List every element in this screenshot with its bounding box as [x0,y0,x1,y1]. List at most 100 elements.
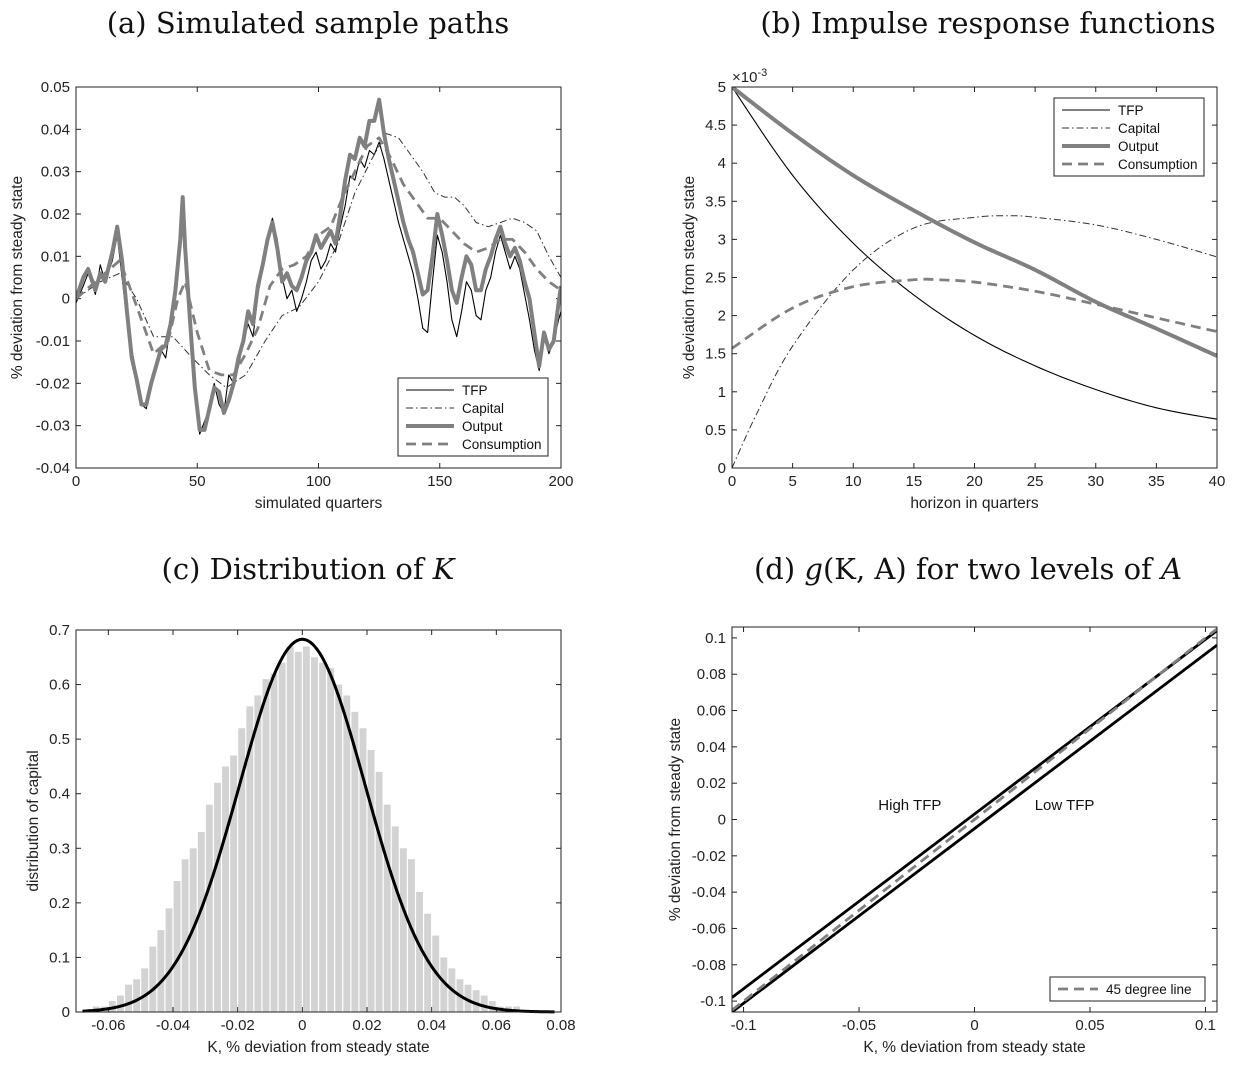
panel-a-title: (a) Simulated sample paths [107,6,510,40]
panel-c-histogram-bar [278,662,286,1012]
panel-c-histogram-bar [416,891,423,1012]
panel-a-axes-frame [75,86,562,469]
panel-c-histogram-bar [117,995,124,1012]
panel-d-title-part: g [804,552,823,586]
panel-c-histogram-bar [238,728,246,1012]
panel-c-histogram-bar [173,881,181,1012]
panel-b-ytick-label: 5 [718,79,726,96]
panel-b-ytick-label: 3 [718,231,726,248]
panel-a-ytick-label: 0.02 [41,206,70,223]
panel-c-plot-area [76,630,561,1012]
panel-b-scale-factor: ×10-3 [732,67,767,86]
panel-d-policy-function: (d) g(K, A) for two levels of A -0.1 -0.05… [667,552,1218,1056]
panel-c-histogram-bar [294,651,302,1012]
panel-c-ytick-label: 0.2 [49,895,70,912]
panel-a-xtick-label: 200 [548,473,573,490]
panel-b-legend-label: Consumption [1118,157,1198,172]
panel-a-series-tfp [76,141,561,435]
panel-a-ytick-label: -0.02 [36,375,70,392]
panel-a-ytick-label: -0.01 [36,333,70,350]
panel-a-xlabel: simulated quarters [255,495,383,512]
panel-c-histogram-bar [157,930,165,1012]
panel-a-series-capital [76,133,561,389]
panel-c-ytick-label: 0.6 [49,677,70,694]
panel-c-histogram-bar [222,766,229,1012]
panel-d-ytick-label: -0.06 [692,920,726,937]
panel-c-histogram-bar [359,728,367,1012]
panel-c-histogram-bar [367,750,375,1012]
panel-c-histogram-bar [343,695,351,1012]
panel-c-density-curve [82,637,555,1014]
panel-a-ylabel: % deviation from steady state [9,176,26,379]
panel-d-xlabel: K, % deviation from steady state [863,1039,1085,1056]
panel-c-histogram-bar [408,859,415,1012]
panel-d-xtick-label: -0.05 [842,1017,876,1034]
panel-c-xtick-label: 0.08 [546,1017,575,1034]
panel-c-histogram-bar [464,984,472,1012]
panel-c-histogram-bar [254,695,262,1012]
panel-c-ytick-label: 0.5 [49,731,70,748]
panel-c-xtick-label: -0.04 [156,1017,190,1034]
panel-c-histogram-bar [286,646,294,1012]
panel-a-legend-label: Output [462,419,503,434]
panel-d-ytick-label: 0 [718,812,726,829]
panel-a-ytick-label: 0.01 [41,248,70,265]
panel-b-ytick-label: 3.5 [705,193,726,210]
panel-d-title-part: for two levels of [907,552,1161,586]
panel-c-title-var: K [432,552,457,586]
panel-b-xtick-label: 0 [728,473,736,490]
panel-b-series-consumption [732,277,1217,350]
panel-d-ytick-label: -0.04 [692,884,726,901]
panel-a-legend-label: TFP [462,383,488,398]
panel-d-ytick-label: -0.02 [692,848,726,865]
panel-c-histogram-bar [440,957,448,1012]
panel-c-xtick-label: 0.02 [352,1017,381,1034]
panel-d-ytick-label: 0.06 [697,703,726,720]
panel-b-xtick-label: 40 [1209,473,1226,490]
panel-d-title-part: (K, A) [823,552,907,586]
panel-b-ytick-label: 4.5 [705,117,726,134]
panel-c-histogram-bar [181,859,189,1012]
panel-b-title: (b) Impulse response functions [760,6,1215,40]
panel-c-histogram-bar [302,646,310,1012]
panel-c-xlabel: K, % deviation from steady state [207,1039,429,1056]
panel-c-histogram-bar [472,990,480,1012]
panel-b-ytick-label: 4 [718,155,726,172]
panel-b-xtick-label: 5 [788,473,796,490]
panel-d-ytick-label: 0.1 [705,630,726,647]
panel-b-xtick-label: 25 [1027,473,1044,490]
panel-c-histogram-bar [480,995,488,1012]
panel-b-xtick-label: 30 [1087,473,1104,490]
panel-d-title: (d) g(K, A) for two levels of A [754,552,1182,586]
panel-c-xtick-label: -0.02 [221,1017,255,1034]
panel-d-ytick-label: 0.08 [697,666,726,683]
panel-d-ytick-label: 0.02 [697,775,726,792]
panel-c-histogram-bar [327,668,335,1012]
panel-c-ytick-label: 0.3 [49,840,70,857]
panel-c-histogram-bar [214,782,221,1012]
panel-c-histogram-bar [383,804,391,1012]
panel-c-histogram-bar [351,711,359,1012]
panel-c-histogram-bar [246,706,254,1012]
panel-a-ytick-label: -0.04 [36,460,70,477]
panel-b-xtick-label: 10 [845,473,862,490]
panel-c-xtick-label: 0.04 [417,1017,446,1034]
panel-a-xtick-label: 100 [306,473,331,490]
panel-d-xtick-label: -0.1 [731,1017,757,1034]
panel-c-histogram-bar [133,979,141,1012]
panel-a-ytick-label: 0.04 [41,121,70,138]
panel-b-series-output [732,87,1217,358]
panel-d-xtick-label: 0.1 [1195,1017,1216,1034]
panel-c-histogram-bar [375,771,383,1012]
panel-b-ytick-label: 0 [718,460,726,477]
panel-c-ytick-label: 0.7 [49,622,70,639]
panel-a-xtick-label: 0 [72,473,80,490]
panel-b-ytick-label: 0.5 [705,422,726,439]
panel-c-histogram-bar [205,804,213,1012]
panel-d-xtick-label: 0 [970,1017,978,1034]
panel-d-xtick-label: 0.05 [1075,1017,1104,1034]
panel-c-histogram-bar [319,662,326,1012]
panel-b-series-tfp [732,87,1217,420]
panel-a-legend-label: Consumption [462,437,542,452]
